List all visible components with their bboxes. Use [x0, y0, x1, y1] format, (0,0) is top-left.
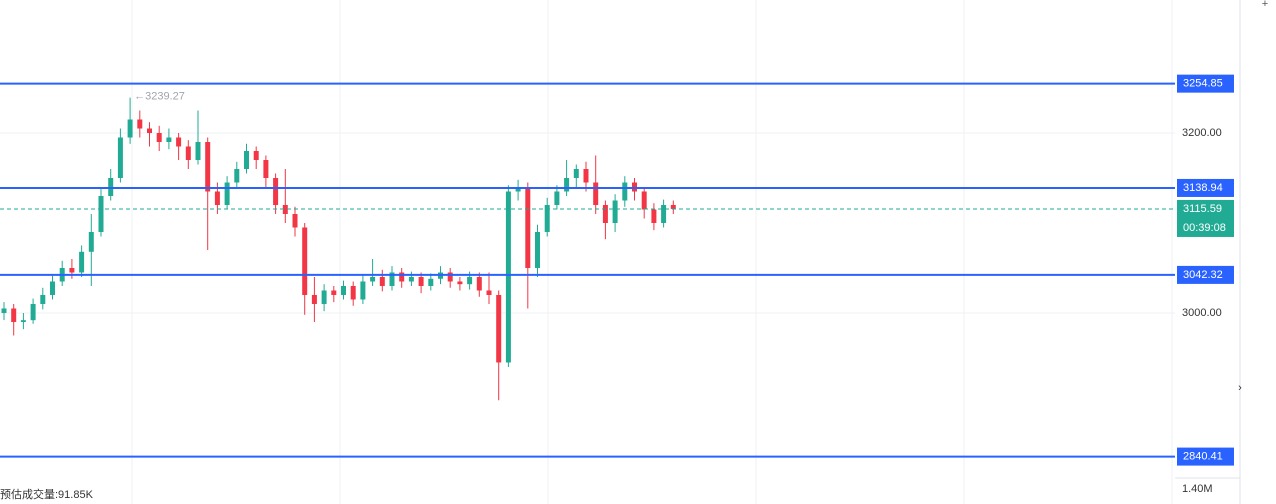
level-label: 3138.94 [1183, 182, 1223, 194]
candle-body [176, 137, 182, 147]
candle-body [244, 151, 249, 169]
candle-body [341, 285, 346, 295]
candle-body [185, 146, 191, 160]
candle-body [69, 267, 75, 273]
candle-body [593, 182, 599, 205]
candle-body [166, 137, 172, 143]
volume-axis-label: 1.40M [1182, 483, 1213, 495]
candle-body [20, 320, 26, 322]
candle-body [50, 281, 55, 295]
candle-body [447, 272, 453, 282]
candle-body [88, 231, 94, 252]
candle-body [214, 191, 220, 205]
candle-body [467, 276, 473, 285]
candle-body [11, 308, 17, 322]
candle-body [554, 191, 560, 205]
candle-body [156, 133, 162, 143]
candle-body [418, 276, 424, 286]
candle-body [302, 227, 308, 295]
candle-body [525, 186, 531, 268]
candle-body [505, 191, 511, 363]
level-label: 3254.85 [1183, 78, 1223, 90]
candle-body [583, 168, 589, 183]
candle-body [321, 290, 327, 304]
scroll-button[interactable]: › [1238, 382, 1242, 394]
candle-body [399, 272, 405, 282]
level-label-box [1177, 265, 1234, 284]
price-label-box [1177, 199, 1234, 237]
candle-body [535, 231, 540, 268]
time-grid [131, 0, 1173, 504]
level-label: 3042.32 [1183, 269, 1223, 281]
y-tick-label: 3200.00 [1182, 127, 1222, 139]
candle-body [234, 168, 240, 183]
candle-body [544, 204, 550, 232]
candle-body [273, 177, 279, 205]
candle-body [389, 272, 395, 286]
candle-body [311, 294, 317, 304]
candle-body [127, 119, 133, 138]
candle-body [622, 182, 628, 201]
add-button[interactable]: + [1262, 0, 1268, 10]
candle-body [379, 276, 385, 286]
level-label-box [1177, 178, 1234, 197]
candle-body [117, 137, 123, 178]
candle-body [573, 168, 579, 178]
candle-body [331, 290, 337, 295]
candle-body [476, 276, 482, 291]
candle-body [457, 281, 463, 285]
candle-body [40, 294, 46, 304]
y-tick-label: 3000.00 [1182, 307, 1222, 319]
candle-body [408, 276, 414, 282]
candle-body [137, 119, 143, 129]
candle-body [360, 281, 366, 300]
candle-body [98, 195, 104, 232]
candle-body [224, 182, 230, 205]
candle-body [282, 204, 288, 214]
candle-body [602, 204, 608, 223]
countdown: 00:39:08 [1183, 222, 1226, 234]
price-label: 3115.59 [1183, 203, 1222, 215]
candle-body [370, 276, 376, 282]
candle-body [205, 142, 211, 192]
candle-body [661, 204, 667, 223]
candle-body [292, 213, 298, 228]
volume-label: 预估成交量:91.85K [0, 487, 94, 501]
candle-body [1, 308, 7, 313]
candle-body [79, 251, 85, 273]
candle-body [147, 128, 152, 134]
level-label: 2840.41 [1183, 451, 1223, 463]
level-label-box [1177, 74, 1234, 93]
candle-body [670, 204, 676, 209]
candle-body [30, 303, 36, 321]
candle-body [428, 278, 434, 286]
candle-body [496, 294, 502, 363]
candle-body [253, 151, 259, 160]
candle-body [612, 200, 618, 223]
candle-body [651, 209, 657, 223]
candle-body [564, 177, 570, 192]
level-label-box [1177, 447, 1234, 466]
candle-body [195, 142, 201, 160]
candle-body [486, 290, 492, 295]
candle-body [515, 186, 521, 192]
candle-body [263, 160, 269, 178]
candle-body [641, 191, 647, 210]
high-annotation: ←3239.27 [134, 91, 185, 103]
candle-body [350, 285, 356, 300]
